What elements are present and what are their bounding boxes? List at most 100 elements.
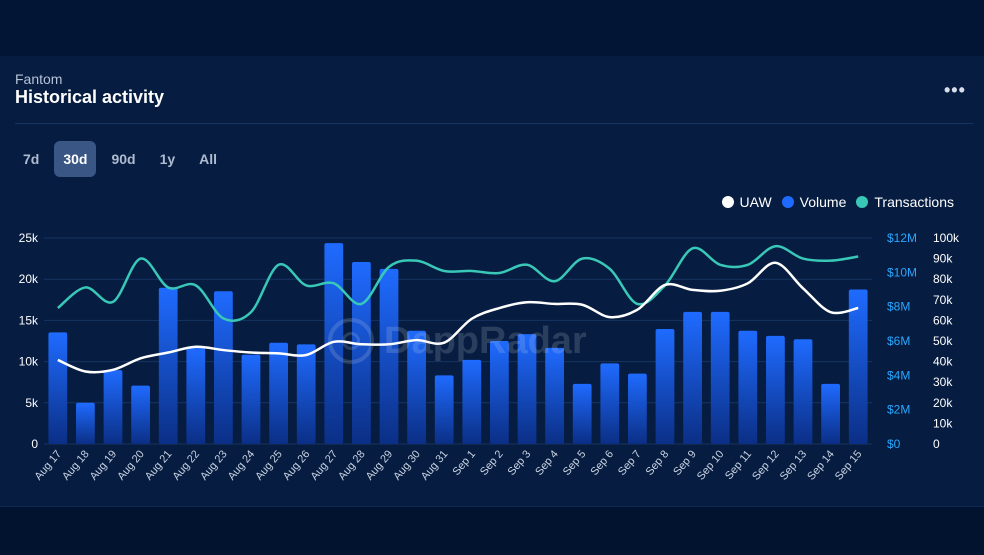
volume-bar-7 (241, 354, 261, 444)
volume-bar-23 (683, 311, 702, 444)
x-tick-label-14: Aug 31 (419, 448, 451, 482)
transactions-tick-label-1: 10k (933, 416, 953, 430)
tab-range-90d[interactable]: 90d (111, 151, 136, 167)
transactions-tick-label-6: 60k (933, 313, 953, 327)
more-options-icon[interactable]: ••• (944, 80, 966, 100)
volume-bar-4 (158, 287, 178, 444)
volume-bar-17 (517, 334, 537, 444)
x-tick-label-18: Sep 4 (533, 448, 561, 478)
chart-legend: UAW Volume Transactions (712, 194, 954, 210)
tab-range-30d[interactable]: 30d (54, 141, 97, 177)
header-divider (15, 123, 973, 124)
volume-bar-6 (214, 291, 233, 444)
x-tick-label-15: Sep 1 (450, 448, 478, 478)
x-tick-label-19: Sep 5 (561, 448, 589, 478)
x-tick-label-20: Sep 6 (588, 448, 616, 478)
x-tick-label-5: Aug 22 (170, 448, 202, 482)
x-tick-label-12: Aug 29 (364, 448, 396, 482)
transactions-tick-label-4: 40k (933, 355, 953, 369)
x-tick-label-17: Sep 3 (506, 448, 534, 478)
x-tick-label-22: Sep 8 (644, 448, 672, 478)
volume-bar-13 (407, 330, 426, 444)
volume-bar-5 (186, 347, 206, 444)
volume-tick-label-4: $8M (887, 300, 910, 314)
legend-label-uaw: UAW (739, 194, 772, 210)
volume-tick-label-5: $10M (887, 265, 917, 279)
volume-bar-14 (434, 375, 454, 444)
x-tick-label-28: Sep 14 (805, 448, 837, 482)
left-tick-label-5: 25k (19, 231, 39, 245)
legend-item-volume[interactable]: Volume (781, 194, 847, 210)
volume-bar-20 (600, 363, 620, 444)
volume-bar-29 (848, 289, 868, 444)
watermark: DappRadar (328, 318, 587, 364)
x-tick-label-4: Aug 21 (143, 448, 175, 482)
transactions-tick-label-5: 50k (933, 334, 953, 348)
volume-bar-16 (490, 341, 509, 444)
transactions-axis: 0 10k 20k 30k 40k 50k 60k 70k 80k 90k 100k (933, 231, 960, 451)
transactions-tick-label-9: 90k (933, 252, 953, 266)
legend-item-uaw[interactable]: UAW (721, 194, 772, 210)
x-tick-label-8: Aug 25 (253, 448, 285, 482)
volume-bar-25 (738, 330, 758, 444)
transactions-tick-label-3: 30k (933, 375, 953, 389)
range-tabs: 7d 30d 90d 1y All (14, 141, 232, 177)
x-tick-label-13: Aug 30 (391, 448, 423, 482)
x-tick-label-11: Aug 28 (336, 448, 368, 482)
transactions-tick-label-2: 20k (933, 396, 953, 410)
x-tick-label-0: Aug 17 (32, 448, 64, 482)
transactions-tick-label-10: 100k (933, 231, 960, 245)
volume-bar-24 (710, 311, 730, 444)
volume-bar-12 (379, 268, 399, 444)
volume-bar-8 (269, 342, 288, 444)
x-tick-label-27: Sep 13 (778, 448, 810, 482)
tab-range-1y[interactable]: 1y (159, 151, 176, 167)
bottom-strip (0, 506, 984, 555)
x-tick-label-29: Sep 15 (833, 448, 865, 482)
chart-grid (44, 237, 872, 445)
legend-item-transactions[interactable]: Transactions (856, 194, 954, 210)
x-tick-label-26: Sep 12 (750, 448, 782, 482)
legend-dot-volume (781, 196, 794, 208)
legend-label-transactions: Transactions (874, 194, 954, 210)
tab-range-7d[interactable]: 7d (23, 151, 40, 167)
x-tick-label-10: Aug 27 (308, 448, 340, 482)
volume-bar-15 (462, 359, 482, 444)
left-tick-label-4: 20k (19, 272, 39, 286)
legend-dot-uaw (721, 196, 734, 208)
x-tick-label-6: Aug 23 (198, 448, 230, 482)
volume-bar-28 (821, 383, 840, 444)
chain-name: Fantom (15, 71, 63, 87)
left-tick-label-3: 15k (19, 313, 39, 327)
volume-bar-27 (793, 339, 813, 444)
volume-tick-label-1: $2M (887, 403, 910, 417)
volume-bar-2 (103, 370, 123, 444)
x-tick-label-1: Aug 18 (60, 448, 92, 482)
left-axis: 0 5k 10k 15k 20k 25k (19, 231, 39, 451)
volume-tick-label-0: $0 (887, 437, 901, 451)
volume-bar-9 (296, 344, 316, 444)
x-tick-label-7: Aug 24 (226, 448, 258, 482)
volume-bar-3 (131, 385, 150, 444)
transactions-tick-label-8: 80k (933, 272, 953, 286)
x-tick-label-16: Sep 2 (478, 448, 506, 478)
transactions-tick-label-0: 0 (933, 437, 940, 451)
x-tick-label-25: Sep 11 (723, 448, 754, 482)
dappradar-logo-icon (328, 318, 374, 364)
uaw-line (57, 261, 859, 374)
chart-lines (56, 244, 859, 374)
volume-bar-1 (76, 402, 95, 444)
tab-range-all[interactable]: All (199, 151, 218, 167)
volume-axis: $0 $2M $4M $6M $8M $10M $12M (887, 231, 917, 451)
volume-bar-21 (628, 373, 647, 444)
volume-tick-label-2: $4M (887, 368, 910, 382)
volume-bar-18 (545, 347, 564, 444)
x-tick-label-2: Aug 19 (88, 448, 120, 482)
legend-label-volume: Volume (799, 194, 847, 210)
volume-bars (48, 243, 868, 444)
left-tick-label-1: 5k (25, 396, 39, 410)
volume-tick-label-6: $12M (887, 231, 917, 245)
top-strip (0, 0, 984, 56)
